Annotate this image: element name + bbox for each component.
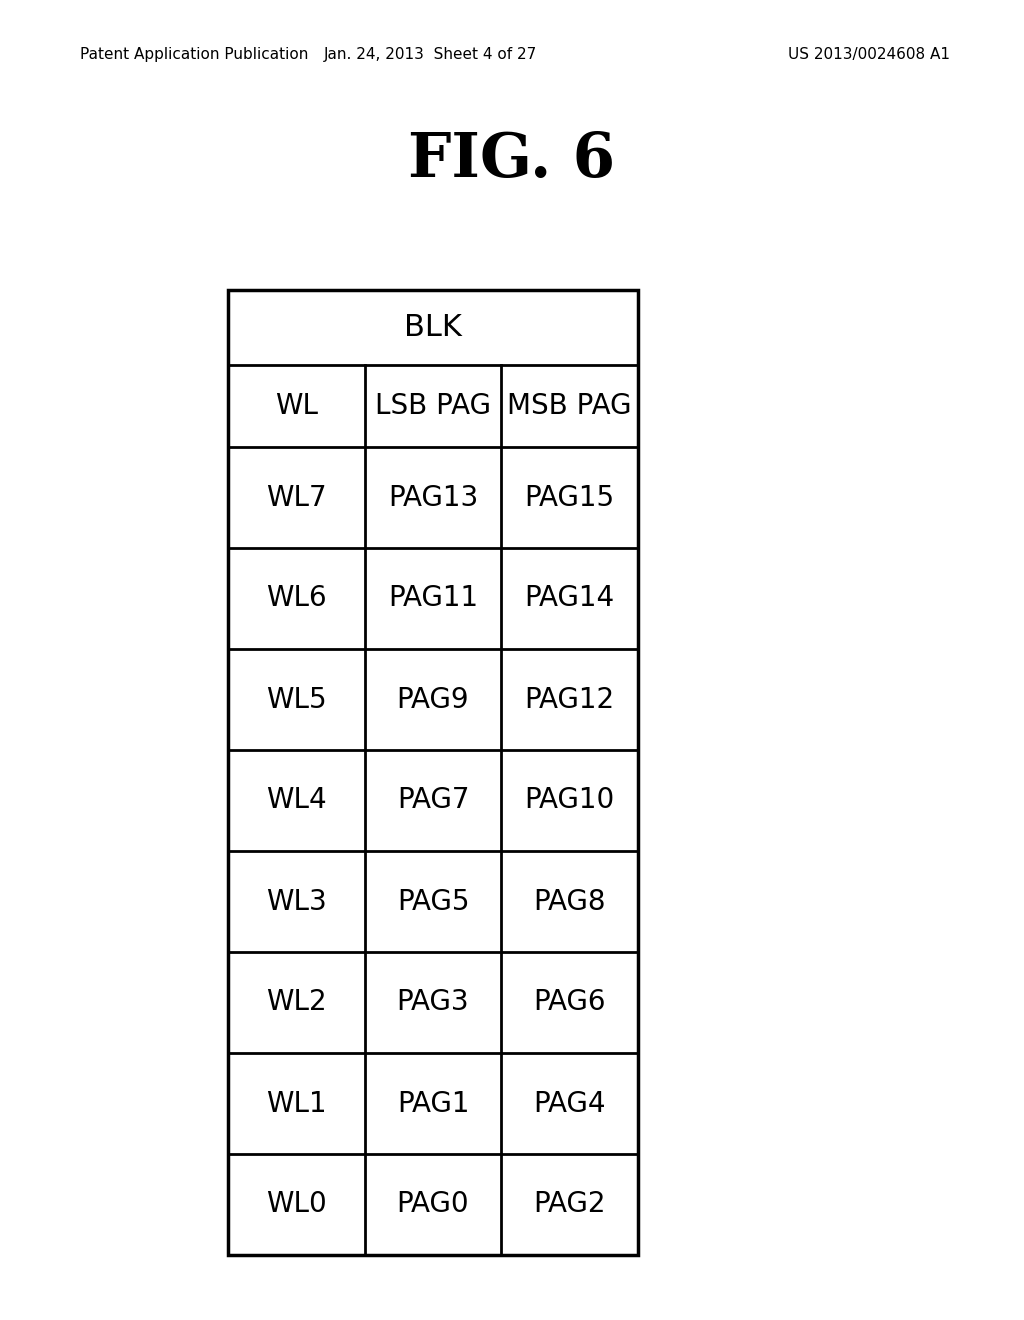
Text: WL5: WL5 xyxy=(266,685,327,714)
Text: WL3: WL3 xyxy=(266,887,327,916)
Text: PAG8: PAG8 xyxy=(534,887,606,916)
Text: PAG1: PAG1 xyxy=(396,1089,469,1118)
Text: WL4: WL4 xyxy=(266,787,327,814)
Text: Jan. 24, 2013  Sheet 4 of 27: Jan. 24, 2013 Sheet 4 of 27 xyxy=(324,48,537,62)
Text: PAG10: PAG10 xyxy=(524,787,614,814)
Text: Patent Application Publication: Patent Application Publication xyxy=(80,48,308,62)
Bar xyxy=(228,290,638,1255)
Text: PAG3: PAG3 xyxy=(396,989,469,1016)
Text: PAG9: PAG9 xyxy=(396,685,469,714)
Text: MSB PAG: MSB PAG xyxy=(508,392,632,420)
Text: WL: WL xyxy=(274,392,317,420)
Text: PAG6: PAG6 xyxy=(534,989,606,1016)
Text: US 2013/0024608 A1: US 2013/0024608 A1 xyxy=(788,48,950,62)
Text: WL7: WL7 xyxy=(266,483,327,511)
Text: BLK: BLK xyxy=(404,313,462,342)
Text: PAG14: PAG14 xyxy=(524,585,614,612)
Text: WL2: WL2 xyxy=(266,989,327,1016)
Text: PAG0: PAG0 xyxy=(396,1191,469,1218)
Text: LSB PAG: LSB PAG xyxy=(375,392,490,420)
Text: PAG11: PAG11 xyxy=(388,585,478,612)
Text: PAG5: PAG5 xyxy=(396,887,469,916)
Text: WL1: WL1 xyxy=(266,1089,327,1118)
Text: PAG13: PAG13 xyxy=(388,483,478,511)
Text: FIG. 6: FIG. 6 xyxy=(409,129,615,190)
Text: WL0: WL0 xyxy=(266,1191,327,1218)
Text: PAG7: PAG7 xyxy=(396,787,469,814)
Text: PAG4: PAG4 xyxy=(534,1089,606,1118)
Text: WL6: WL6 xyxy=(266,585,327,612)
Text: PAG12: PAG12 xyxy=(524,685,614,714)
Text: PAG15: PAG15 xyxy=(524,483,614,511)
Text: PAG2: PAG2 xyxy=(534,1191,606,1218)
